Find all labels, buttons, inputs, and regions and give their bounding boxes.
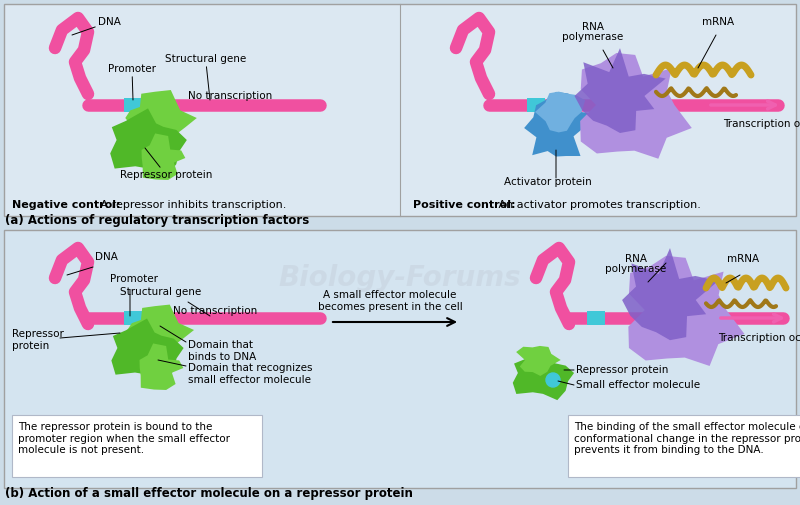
- Text: No transcription: No transcription: [173, 306, 257, 316]
- FancyBboxPatch shape: [124, 311, 142, 325]
- Text: A small effector molecule: A small effector molecule: [323, 290, 457, 300]
- Text: RNA: RNA: [625, 254, 647, 264]
- Text: Biology-Forums: Biology-Forums: [278, 264, 522, 292]
- Polygon shape: [110, 109, 187, 177]
- Polygon shape: [622, 248, 718, 340]
- Text: Repressor
protein: Repressor protein: [12, 329, 64, 351]
- FancyBboxPatch shape: [568, 415, 800, 477]
- Text: Repressor protein: Repressor protein: [576, 365, 668, 375]
- Polygon shape: [126, 90, 197, 139]
- Text: mRNA: mRNA: [702, 17, 734, 27]
- Text: Activator protein: Activator protein: [504, 177, 592, 187]
- Polygon shape: [574, 48, 666, 133]
- FancyBboxPatch shape: [12, 415, 262, 477]
- Polygon shape: [535, 91, 585, 132]
- Polygon shape: [142, 133, 186, 180]
- Text: Negative control:: Negative control:: [12, 200, 121, 210]
- Polygon shape: [111, 319, 184, 382]
- Text: Promoter: Promoter: [108, 64, 156, 100]
- Circle shape: [546, 373, 560, 387]
- Text: (a) Actions of regulatory transcription factors: (a) Actions of regulatory transcription …: [5, 214, 310, 227]
- Polygon shape: [127, 305, 194, 349]
- FancyBboxPatch shape: [527, 98, 545, 112]
- Text: polymerase: polymerase: [606, 264, 666, 274]
- Text: Repressor protein: Repressor protein: [120, 148, 212, 180]
- Text: mRNA: mRNA: [727, 254, 759, 264]
- Text: Transcription occurs: Transcription occurs: [723, 119, 800, 129]
- Text: Promoter: Promoter: [110, 274, 158, 284]
- Polygon shape: [524, 92, 588, 157]
- FancyBboxPatch shape: [4, 4, 796, 216]
- Text: DNA: DNA: [72, 17, 121, 35]
- Text: DNA: DNA: [95, 252, 118, 262]
- Text: RNA: RNA: [582, 22, 604, 32]
- Text: Domain that
binds to DNA: Domain that binds to DNA: [188, 340, 256, 362]
- Text: Positive control:: Positive control:: [413, 200, 515, 210]
- Polygon shape: [628, 256, 745, 366]
- Text: polymerase: polymerase: [562, 32, 624, 42]
- Text: Structural gene: Structural gene: [120, 287, 202, 297]
- Polygon shape: [516, 346, 561, 376]
- Polygon shape: [580, 53, 692, 159]
- Text: A repressor inhibits transcription.: A repressor inhibits transcription.: [97, 200, 286, 210]
- Text: (b) Action of a small effector molecule on a repressor protein: (b) Action of a small effector molecule …: [5, 487, 413, 500]
- Text: An activator promotes transcription.: An activator promotes transcription.: [495, 200, 701, 210]
- FancyBboxPatch shape: [124, 98, 142, 112]
- Text: Transcription occurs: Transcription occurs: [718, 333, 800, 343]
- Text: No transcription: No transcription: [188, 91, 272, 101]
- Text: Structural gene: Structural gene: [165, 54, 246, 100]
- FancyBboxPatch shape: [587, 311, 605, 325]
- Text: Domain that recognizes
small effector molecule: Domain that recognizes small effector mo…: [188, 363, 313, 385]
- Text: The binding of the small effector molecule causes a
conformational change in the: The binding of the small effector molecu…: [574, 422, 800, 455]
- Polygon shape: [139, 343, 183, 390]
- Text: Small effector molecule: Small effector molecule: [576, 380, 700, 390]
- Text: The repressor protein is bound to the
promoter region when the small effector
mo: The repressor protein is bound to the pr…: [18, 422, 230, 455]
- Text: becomes present in the cell: becomes present in the cell: [318, 302, 462, 312]
- Polygon shape: [513, 350, 574, 400]
- FancyBboxPatch shape: [4, 230, 796, 488]
